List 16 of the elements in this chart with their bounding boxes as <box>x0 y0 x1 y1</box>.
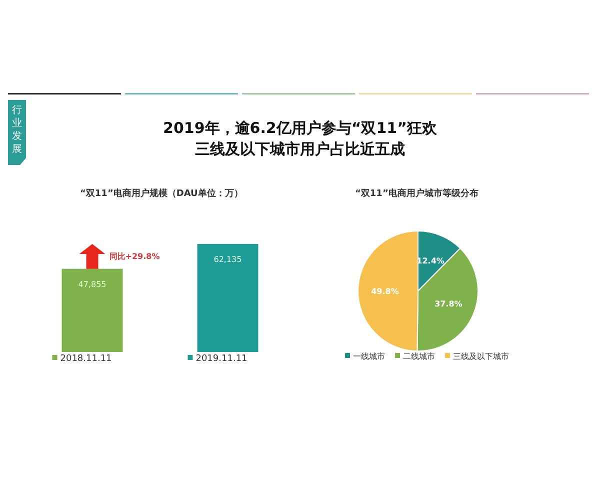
data-label: 47,855 <box>78 280 106 289</box>
chart-title: “双11”电商用户规模（DAU单位：万） <box>80 188 243 199</box>
x-tick-label: 2019.11.11 <box>196 354 248 364</box>
text: 2019年，逾6.2亿用户参与“双11”狂欢 <box>163 119 438 137</box>
data-label: 62,135 <box>214 255 242 264</box>
text: 行业发展 <box>12 105 22 155</box>
chart-title: “双11”电商用户城市等级分布 <box>355 188 478 199</box>
text: 三线及以下城市用户占比近五成 <box>195 140 405 158</box>
annotation: 同比+29.8% <box>109 252 160 261</box>
legend-label: 三线及以下城市 <box>453 352 509 361</box>
data-label: 49.8% <box>371 286 399 296</box>
legend-label: 二线城市 <box>403 352 435 361</box>
x-tick-label: 2018.11.11 <box>60 354 112 364</box>
data-label: 12.4% <box>416 256 444 266</box>
data-label: 37.8% <box>434 300 462 309</box>
legend-label: 一线城市 <box>353 352 385 361</box>
